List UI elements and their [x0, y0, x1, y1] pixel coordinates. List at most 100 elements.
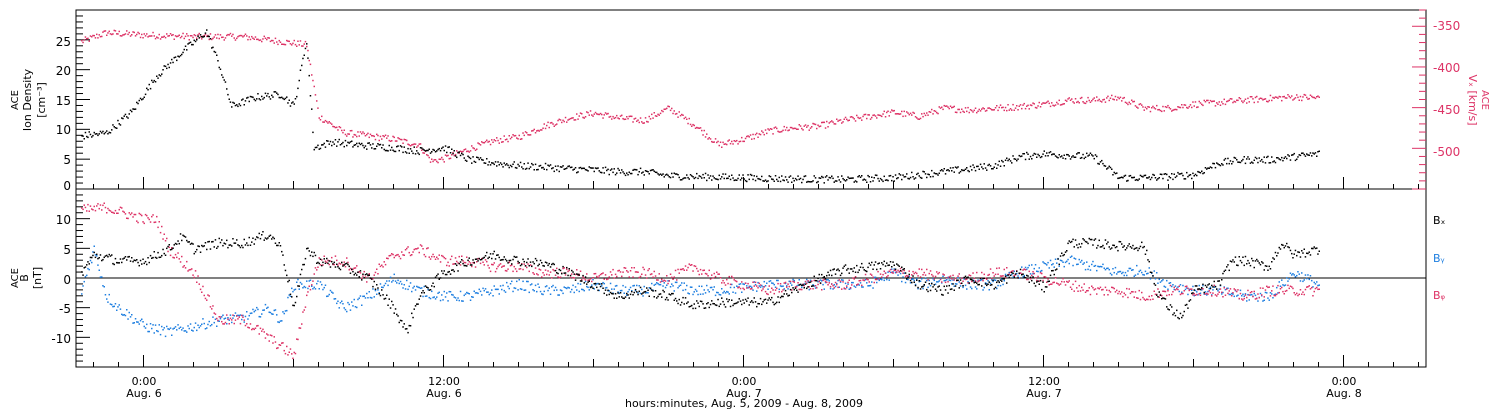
data-point — [895, 269, 897, 271]
data-point — [1050, 260, 1052, 262]
data-point — [804, 287, 806, 289]
data-point — [315, 255, 317, 257]
data-point — [189, 42, 191, 44]
data-point — [319, 257, 321, 259]
data-point — [186, 331, 188, 333]
data-point — [431, 151, 433, 153]
data-point — [229, 34, 231, 36]
data-point — [882, 277, 884, 279]
data-point — [667, 283, 669, 285]
data-point — [1312, 97, 1314, 99]
data-point — [879, 262, 881, 264]
data-point — [92, 255, 94, 257]
data-point — [885, 265, 887, 267]
data-point — [1255, 298, 1257, 300]
data-point — [205, 32, 207, 34]
data-point — [597, 277, 599, 279]
data-point — [406, 140, 408, 142]
data-point — [899, 113, 901, 115]
data-point — [1242, 294, 1244, 296]
data-point — [459, 256, 461, 258]
data-point — [171, 35, 173, 37]
data-point — [1105, 101, 1107, 103]
data-point — [569, 268, 571, 270]
data-point — [916, 117, 918, 119]
data-point — [889, 115, 891, 117]
data-point — [659, 174, 661, 176]
data-point — [311, 284, 313, 286]
data-point — [929, 174, 931, 176]
data-point — [569, 165, 571, 167]
data-point — [636, 291, 638, 293]
data-point — [840, 119, 842, 121]
data-point — [525, 265, 527, 267]
data-point — [1057, 103, 1059, 105]
data-point — [1054, 266, 1056, 268]
data-point — [1285, 291, 1287, 293]
data-point — [1207, 293, 1209, 295]
data-point — [434, 256, 436, 258]
data-point — [514, 266, 516, 268]
data-point — [252, 97, 254, 99]
data-point — [972, 280, 974, 282]
data-point — [261, 41, 263, 43]
data-point — [500, 263, 502, 265]
data-point — [877, 178, 879, 180]
data-point — [176, 257, 178, 259]
data-point — [189, 39, 191, 41]
data-point — [626, 172, 628, 174]
data-point — [362, 274, 364, 276]
data-point — [1111, 169, 1113, 171]
data-point — [250, 245, 252, 247]
data-point — [620, 271, 622, 273]
data-point — [244, 321, 246, 323]
data-point — [1319, 97, 1321, 99]
data-point — [524, 163, 526, 165]
data-point — [1182, 293, 1184, 295]
data-point — [887, 180, 889, 182]
data-point — [536, 130, 538, 132]
data-point — [1161, 295, 1163, 297]
data-point — [329, 264, 331, 266]
data-point — [585, 276, 587, 278]
data-point — [754, 297, 756, 299]
data-point — [491, 162, 493, 164]
data-point — [691, 287, 693, 289]
data-point — [275, 341, 277, 343]
data-point — [657, 296, 659, 298]
data-point — [604, 114, 606, 116]
data-point — [591, 284, 593, 286]
data-point — [624, 293, 626, 295]
data-point — [736, 180, 738, 182]
data-point — [144, 263, 146, 265]
data-point — [680, 304, 682, 306]
data-point — [1221, 293, 1223, 295]
data-point — [1317, 95, 1319, 97]
data-point — [171, 247, 173, 249]
data-point — [685, 289, 687, 291]
data-point — [707, 174, 709, 176]
data-point — [236, 239, 238, 241]
data-point — [760, 179, 762, 181]
data-point — [450, 273, 452, 275]
data-point — [1140, 103, 1142, 105]
data-point — [174, 328, 176, 330]
data-point — [1001, 160, 1003, 162]
data-point — [357, 146, 359, 148]
data-point — [380, 283, 382, 285]
data-point — [384, 261, 386, 263]
data-point — [415, 153, 417, 155]
data-point — [210, 38, 212, 40]
data-point — [1319, 289, 1321, 291]
data-point — [979, 169, 981, 171]
data-point — [612, 269, 614, 271]
data-point — [407, 148, 409, 150]
data-point — [327, 122, 329, 124]
data-point — [942, 109, 944, 111]
data-point — [776, 179, 778, 181]
data-point — [89, 263, 91, 265]
data-point — [232, 102, 234, 104]
data-point — [776, 280, 778, 282]
data-point — [1102, 264, 1104, 266]
data-point — [689, 306, 691, 308]
